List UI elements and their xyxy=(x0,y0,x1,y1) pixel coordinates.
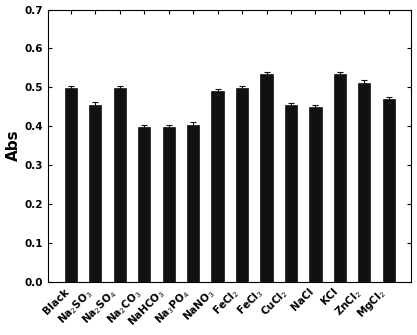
Bar xyxy=(236,88,248,282)
Bar xyxy=(260,74,273,282)
Bar xyxy=(65,88,77,282)
Bar xyxy=(309,107,322,282)
Bar xyxy=(383,99,395,282)
Bar xyxy=(138,127,151,282)
Bar xyxy=(114,88,126,282)
Bar xyxy=(89,105,101,282)
Bar xyxy=(285,105,297,282)
Bar xyxy=(211,91,224,282)
Bar xyxy=(334,74,346,282)
Y-axis label: Abs: Abs xyxy=(5,130,20,161)
Bar xyxy=(187,125,199,282)
Bar xyxy=(163,127,175,282)
Bar xyxy=(358,83,370,282)
